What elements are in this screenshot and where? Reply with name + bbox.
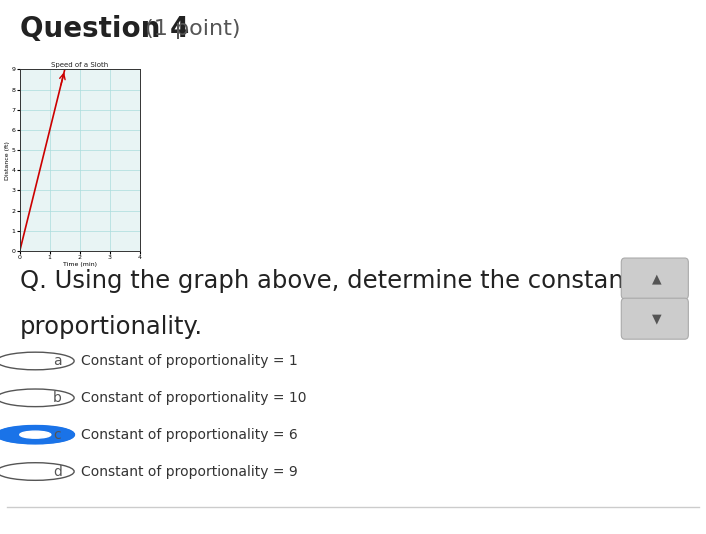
Text: Constant of proportionality = 1: Constant of proportionality = 1 [81,354,298,368]
Text: c: c [53,428,61,442]
Text: Constant of proportionality = 6: Constant of proportionality = 6 [81,428,298,442]
Text: Question 4: Question 4 [20,15,189,43]
Text: (1 point): (1 point) [138,19,240,39]
Y-axis label: Distance (ft): Distance (ft) [5,141,10,179]
Circle shape [20,431,51,438]
Text: b: b [53,391,62,405]
Text: proportionality.: proportionality. [20,315,203,339]
Circle shape [0,352,74,370]
Text: Q. Using the graph above, determine the constant of: Q. Using the graph above, determine the … [20,269,664,293]
Text: Constant of proportionality = 9: Constant of proportionality = 9 [81,465,298,478]
Circle shape [0,426,74,443]
FancyBboxPatch shape [621,298,688,339]
X-axis label: Time (min): Time (min) [63,262,97,266]
Text: ▼: ▼ [652,312,662,325]
Text: d: d [53,465,62,478]
FancyBboxPatch shape [621,258,688,299]
Circle shape [0,389,74,407]
Circle shape [0,462,74,481]
Text: Constant of proportionality = 10: Constant of proportionality = 10 [81,391,306,405]
Text: ▲: ▲ [652,272,662,285]
Text: a: a [53,354,61,368]
Title: Speed of a Sloth: Speed of a Sloth [51,61,109,68]
